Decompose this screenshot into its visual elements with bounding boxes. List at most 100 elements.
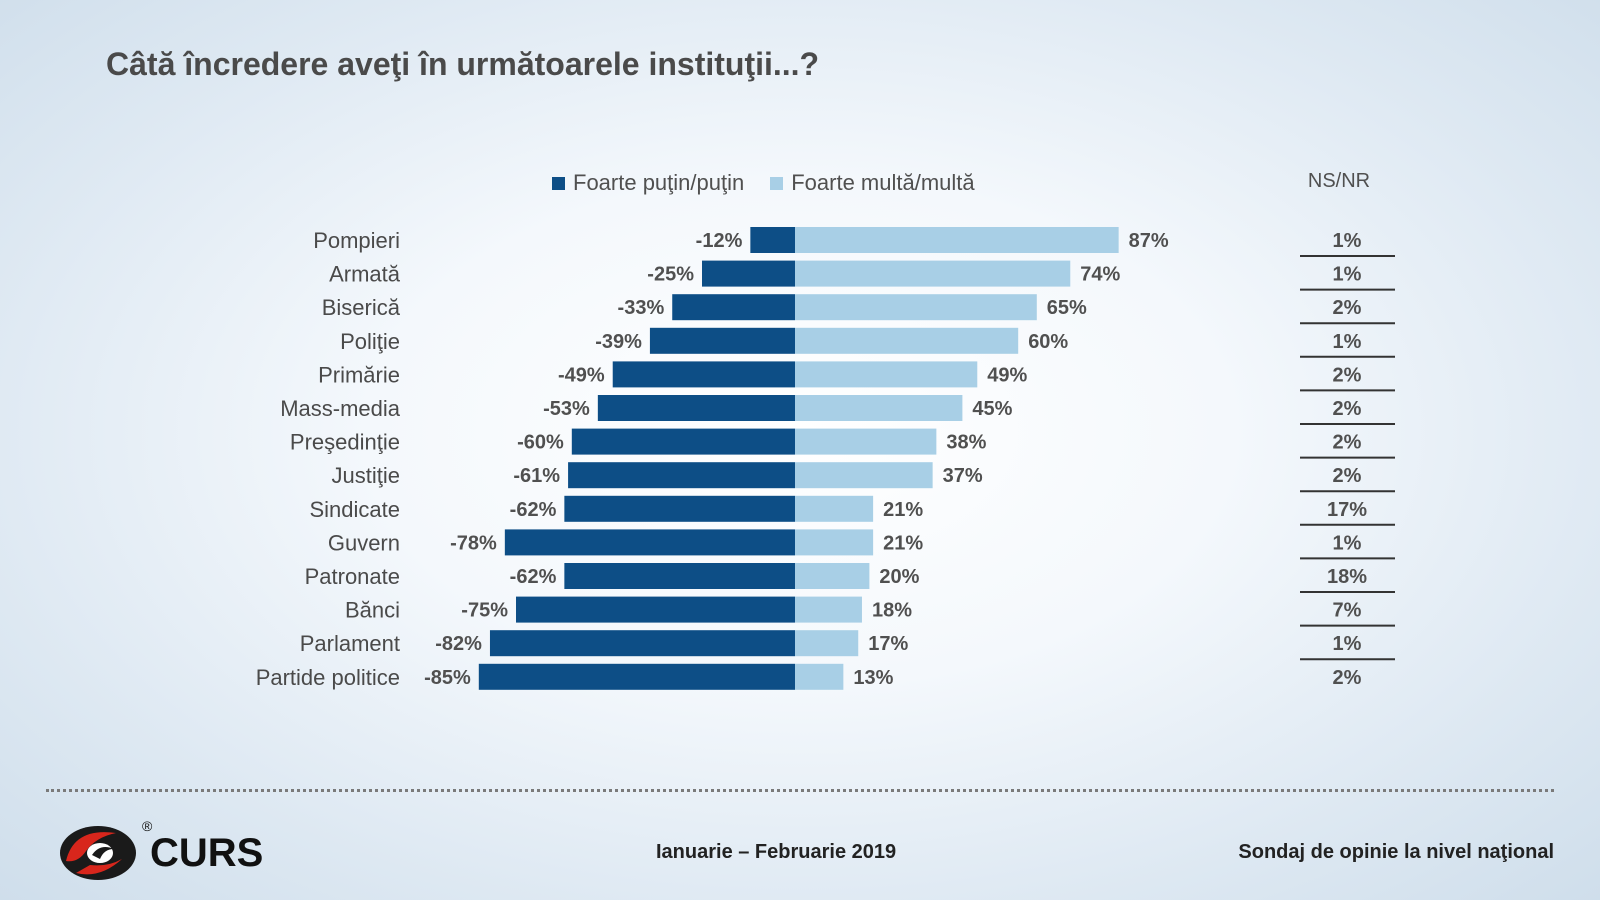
category-label: Partide politice	[256, 665, 400, 690]
nsnr-value: 2%	[1333, 364, 1362, 386]
chart-title: Câtă încredere aveţi în următoarele inst…	[106, 46, 820, 82]
category-label: Bănci	[345, 598, 400, 623]
bar-negative	[504, 529, 795, 556]
data-label-negative: -85%	[424, 667, 471, 689]
bar-negative	[564, 563, 795, 589]
nsnr-value: 1%	[1333, 633, 1362, 655]
data-label-positive: 21%	[883, 499, 923, 521]
legend-item-positive: Foarte multă/multă	[770, 170, 975, 196]
legend-swatch-negative	[552, 176, 565, 190]
bar-negative	[568, 462, 795, 489]
bar-positive	[795, 227, 1119, 253]
bar-positive	[795, 663, 844, 690]
bar-positive	[795, 327, 1019, 354]
category-label: Mass-media	[280, 396, 401, 421]
data-label-positive: 49%	[987, 364, 1027, 386]
bar-positive	[795, 428, 937, 455]
data-label-positive: 17%	[868, 633, 908, 655]
logo-text: CURS	[150, 831, 263, 875]
category-label: Patronate	[305, 564, 400, 589]
data-label-negative: -49%	[558, 364, 605, 386]
data-label-positive: 20%	[879, 566, 919, 588]
nsnr-value: 2%	[1333, 398, 1362, 420]
nsnr-value: 1%	[1333, 331, 1362, 353]
data-label-positive: 13%	[853, 667, 893, 689]
bar-positive	[795, 462, 933, 489]
nsnr-value: 2%	[1333, 667, 1362, 689]
bar-negative	[750, 227, 795, 253]
diverging-bar-chart: Pompieri -12% 87% 1% Armată -25% 74% 1% Biserică…	[256, 227, 1395, 690]
nsnr-value: 2%	[1333, 297, 1362, 319]
data-label-negative: -62%	[510, 499, 557, 521]
legend-label-negative: Foarte puţin/puţin	[573, 170, 745, 195]
nsnr-value: 2%	[1333, 465, 1362, 487]
bar-negative	[702, 260, 795, 287]
bar-positive	[795, 495, 874, 522]
data-label-positive: 60%	[1028, 331, 1068, 353]
data-label-positive: 21%	[883, 532, 923, 554]
category-label: Preşedinţie	[290, 430, 400, 455]
bar-negative	[649, 327, 795, 354]
category-label: Primărie	[318, 362, 400, 387]
data-label-negative: -75%	[461, 600, 508, 622]
bar-positive	[795, 630, 859, 657]
category-label: Guvern	[328, 530, 400, 555]
data-label-negative: -78%	[450, 532, 497, 554]
data-label-positive: 74%	[1080, 264, 1120, 286]
category-label: Sindicate	[309, 497, 400, 522]
nsnr-value: 7%	[1333, 600, 1362, 622]
category-label: Pompieri	[313, 228, 400, 253]
legend-swatch-positive	[770, 176, 784, 190]
category-label: Poliţie	[340, 329, 400, 354]
bar-negative	[571, 428, 795, 455]
legend-label-positive: Foarte multă/multă	[791, 170, 975, 195]
bar-negative	[597, 395, 795, 421]
bar-negative	[478, 663, 795, 690]
bar-positive	[795, 596, 862, 623]
bar-negative	[489, 630, 795, 657]
data-label-positive: 37%	[943, 465, 983, 487]
bar-positive	[795, 395, 963, 421]
legend: Foarte puţin/puţin Foarte multă/multă	[552, 170, 1001, 196]
data-label-negative: -25%	[647, 264, 694, 286]
data-label-negative: -12%	[696, 230, 743, 252]
data-label-positive: 65%	[1047, 297, 1087, 319]
category-label: Biserică	[322, 295, 401, 320]
data-label-negative: -62%	[510, 566, 557, 588]
bar-negative	[516, 596, 795, 623]
footer-date: Ianuarie – Februarie 2019	[656, 841, 897, 863]
data-label-negative: -33%	[618, 297, 665, 319]
bar-positive	[795, 361, 978, 388]
data-label-negative: -61%	[513, 465, 560, 487]
bar-positive	[795, 529, 874, 556]
bar-negative	[612, 361, 795, 388]
curs-logo-mark-icon	[60, 826, 136, 880]
data-label-negative: -82%	[435, 633, 482, 655]
category-label: Armată	[329, 262, 401, 287]
legend-item-negative: Foarte puţin/puţin	[552, 170, 744, 196]
nsnr-value: 1%	[1333, 264, 1362, 286]
footer-source: Sondaj de opinie la nivel naţional	[1238, 841, 1554, 863]
category-label: Parlament	[300, 631, 400, 656]
nsnr-value: 1%	[1333, 230, 1362, 252]
nsnr-value: 1%	[1333, 532, 1362, 554]
data-label-positive: 45%	[972, 398, 1012, 420]
data-label-negative: -39%	[595, 331, 642, 353]
category-label: Justiţie	[332, 463, 400, 488]
footer-divider	[46, 789, 1554, 792]
data-label-negative: -60%	[517, 432, 564, 454]
bar-positive	[795, 260, 1071, 287]
bar-positive	[795, 563, 870, 589]
bar-negative	[672, 294, 795, 321]
data-label-negative: -53%	[543, 398, 590, 420]
nsnr-value: 18%	[1327, 566, 1367, 588]
curs-logo: CURS ®	[60, 818, 263, 880]
logo-registered-mark: ®	[142, 818, 153, 834]
nsnr-column-header: NS/NR	[1307, 170, 1371, 192]
data-label-positive: 18%	[872, 600, 912, 622]
nsnr-value: 17%	[1327, 499, 1367, 521]
bar-negative	[564, 495, 795, 522]
bar-positive	[795, 294, 1037, 321]
data-label-positive: 87%	[1129, 230, 1169, 252]
nsnr-value: 2%	[1333, 432, 1362, 454]
